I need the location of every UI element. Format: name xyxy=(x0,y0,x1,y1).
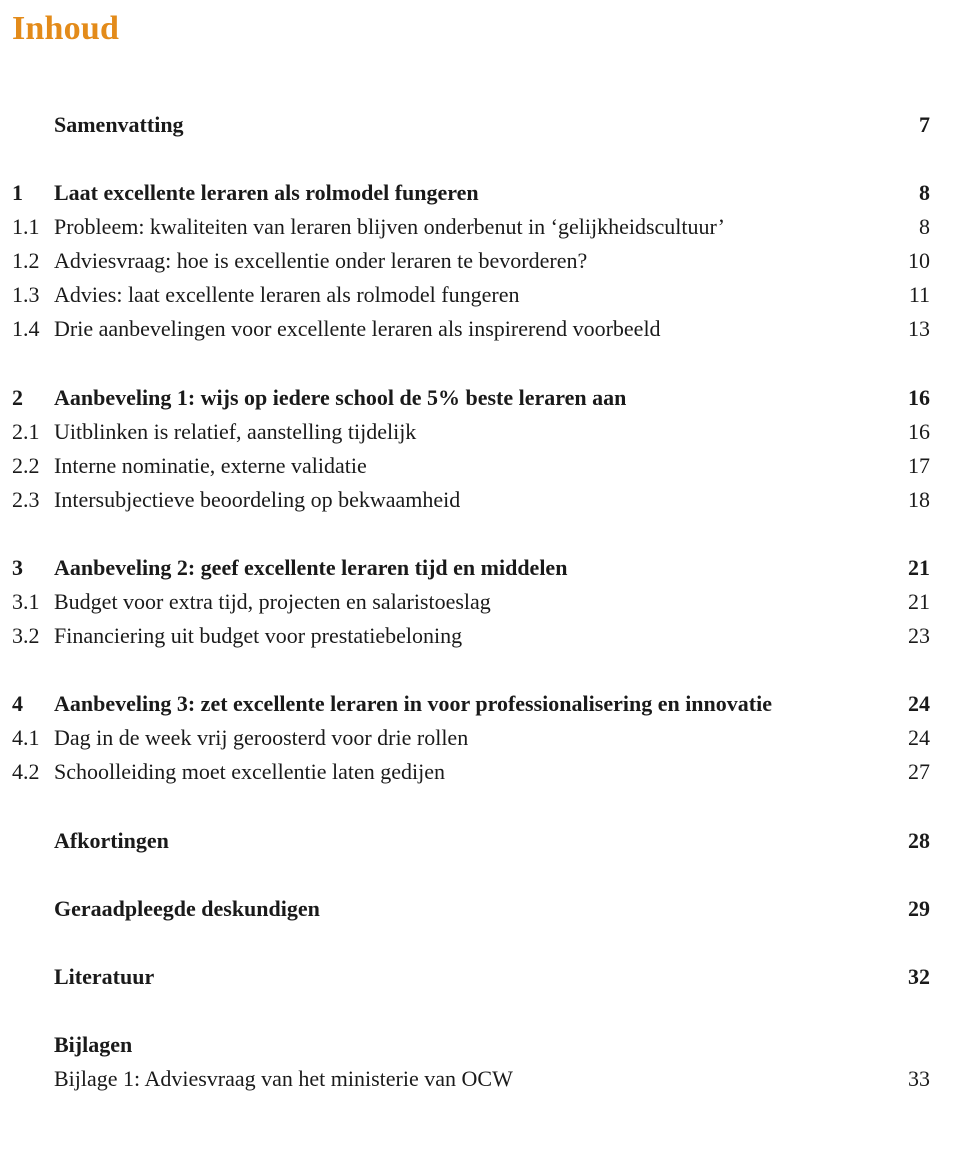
toc-entry: 1Laat excellente leraren als rolmodel fu… xyxy=(12,176,930,210)
toc-entry-page: 18 xyxy=(890,483,930,517)
toc-entry-page: 28 xyxy=(890,824,930,858)
toc-entry: 2.1Uitblinken is relatief, aanstelling t… xyxy=(12,415,930,449)
toc-entry-label: Adviesvraag: hoe is excellentie onder le… xyxy=(54,244,890,278)
toc-entry: Geraadpleegde deskundigen29 xyxy=(12,892,930,926)
toc-entry-number: 1 xyxy=(12,176,54,210)
page-title: Inhoud xyxy=(12,10,930,48)
toc-entry-label: Budget voor extra tijd, projecten en sal… xyxy=(54,585,890,619)
toc-entry-page: 27 xyxy=(890,755,930,789)
toc-entry-number: 2.2 xyxy=(12,449,54,483)
toc-entry-page: 21 xyxy=(890,585,930,619)
toc-entry-label: Geraadpleegde deskundigen xyxy=(54,892,890,926)
toc-entry: 4Aanbeveling 3: zet excellente leraren i… xyxy=(12,687,930,721)
toc-entry-page: 33 xyxy=(890,1062,930,1096)
toc-entry-number: 4 xyxy=(12,687,54,721)
toc-entry-label: Bijlage 1: Adviesvraag van het ministeri… xyxy=(54,1062,890,1096)
toc-entry-page: 7 xyxy=(890,108,930,142)
toc-group-gap xyxy=(12,790,930,824)
toc-entry: Bijlagen xyxy=(12,1028,930,1062)
toc-entry-label: Uitblinken is relatief, aanstelling tijd… xyxy=(54,415,890,449)
toc-entry-label: Probleem: kwaliteiten van leraren blijve… xyxy=(54,210,890,244)
toc-entry-number: 2.1 xyxy=(12,415,54,449)
toc-group-gap xyxy=(12,926,930,960)
toc-entry-number: 2 xyxy=(12,381,54,415)
toc-entry: Bijlage 1: Adviesvraag van het ministeri… xyxy=(12,1062,930,1096)
toc-group-gap xyxy=(12,858,930,892)
toc-entry: 1.2Adviesvraag: hoe is excellentie onder… xyxy=(12,244,930,278)
toc-entry-label: Laat excellente leraren als rolmodel fun… xyxy=(54,176,890,210)
toc-entry-page: 16 xyxy=(890,381,930,415)
toc-entry-page: 8 xyxy=(890,210,930,244)
toc-entry: 3.1Budget voor extra tijd, projecten en … xyxy=(12,585,930,619)
toc-entry: 1.4Drie aanbevelingen voor excellente le… xyxy=(12,312,930,346)
toc-entry-page: 21 xyxy=(890,551,930,585)
toc-entry-label: Interne nominatie, externe validatie xyxy=(54,449,890,483)
toc-group-gap xyxy=(12,142,930,176)
toc-entry: 3Aanbeveling 2: geef excellente leraren … xyxy=(12,551,930,585)
toc-list: Samenvatting7 1Laat excellente leraren al… xyxy=(12,108,930,1096)
toc-entry: Literatuur32 xyxy=(12,960,930,994)
toc-entry-label: Samenvatting xyxy=(54,108,890,142)
toc-entry-label: Drie aanbevelingen voor excellente lerar… xyxy=(54,312,890,346)
toc-entry: 3.2Financiering uit budget voor prestati… xyxy=(12,619,930,653)
toc-entry-label: Aanbeveling 1: wijs op iedere school de … xyxy=(54,381,890,415)
toc-entry-label: Aanbeveling 3: zet excellente leraren in… xyxy=(54,687,890,721)
toc-entry-page: 29 xyxy=(890,892,930,926)
toc-entry-label: Aanbeveling 2: geef excellente leraren t… xyxy=(54,551,890,585)
toc-entry-number: 4.2 xyxy=(12,755,54,789)
toc-entry-number: 3 xyxy=(12,551,54,585)
toc-entry-label: Intersubjectieve beoordeling op bekwaamh… xyxy=(54,483,890,517)
toc-entry: Samenvatting7 xyxy=(12,108,930,142)
toc-entry-number: 1.3 xyxy=(12,278,54,312)
toc-entry-page: 24 xyxy=(890,721,930,755)
toc-entry-page: 13 xyxy=(890,312,930,346)
toc-entry-label: Financiering uit budget voor prestatiebe… xyxy=(54,619,890,653)
toc-entry-label: Literatuur xyxy=(54,960,890,994)
toc-group-gap xyxy=(12,517,930,551)
toc-entry: 4.2Schoolleiding moet excellentie laten … xyxy=(12,755,930,789)
toc-entry: 1.1Probleem: kwaliteiten van leraren bli… xyxy=(12,210,930,244)
toc-group-gap xyxy=(12,347,930,381)
toc-entry-label: Schoolleiding moet excellentie laten ged… xyxy=(54,755,890,789)
toc-entry-number: 1.1 xyxy=(12,210,54,244)
toc-page: Inhoud Samenvatting7 1Laat excellente ler… xyxy=(0,0,960,1136)
toc-entry-label: Afkortingen xyxy=(54,824,890,858)
toc-entry-number: 1.4 xyxy=(12,312,54,346)
toc-entry: 1.3Advies: laat excellente leraren als r… xyxy=(12,278,930,312)
toc-entry-number: 4.1 xyxy=(12,721,54,755)
toc-entry-page: 16 xyxy=(890,415,930,449)
toc-entry-page: 10 xyxy=(890,244,930,278)
toc-entry-page: 11 xyxy=(890,278,930,312)
toc-entry-label: Dag in de week vrij geroosterd voor drie… xyxy=(54,721,890,755)
toc-entry-page: 17 xyxy=(890,449,930,483)
toc-entry-number: 1.2 xyxy=(12,244,54,278)
toc-entry-label: Bijlagen xyxy=(54,1028,890,1062)
toc-entry-page: 32 xyxy=(890,960,930,994)
toc-entry-number: 2.3 xyxy=(12,483,54,517)
toc-entry-page: 23 xyxy=(890,619,930,653)
toc-entry: 4.1Dag in de week vrij geroosterd voor d… xyxy=(12,721,930,755)
toc-group-gap xyxy=(12,653,930,687)
toc-entry: 2Aanbeveling 1: wijs op iedere school de… xyxy=(12,381,930,415)
toc-group-gap xyxy=(12,994,930,1028)
toc-entry: 2.2Interne nominatie, externe validatie1… xyxy=(12,449,930,483)
toc-entry-page: 8 xyxy=(890,176,930,210)
toc-entry-number: 3.1 xyxy=(12,585,54,619)
toc-entry-number: 3.2 xyxy=(12,619,54,653)
toc-entry-page: 24 xyxy=(890,687,930,721)
toc-entry: Afkortingen28 xyxy=(12,824,930,858)
toc-entry: 2.3Intersubjectieve beoordeling op bekwa… xyxy=(12,483,930,517)
toc-entry-label: Advies: laat excellente leraren als rolm… xyxy=(54,278,890,312)
